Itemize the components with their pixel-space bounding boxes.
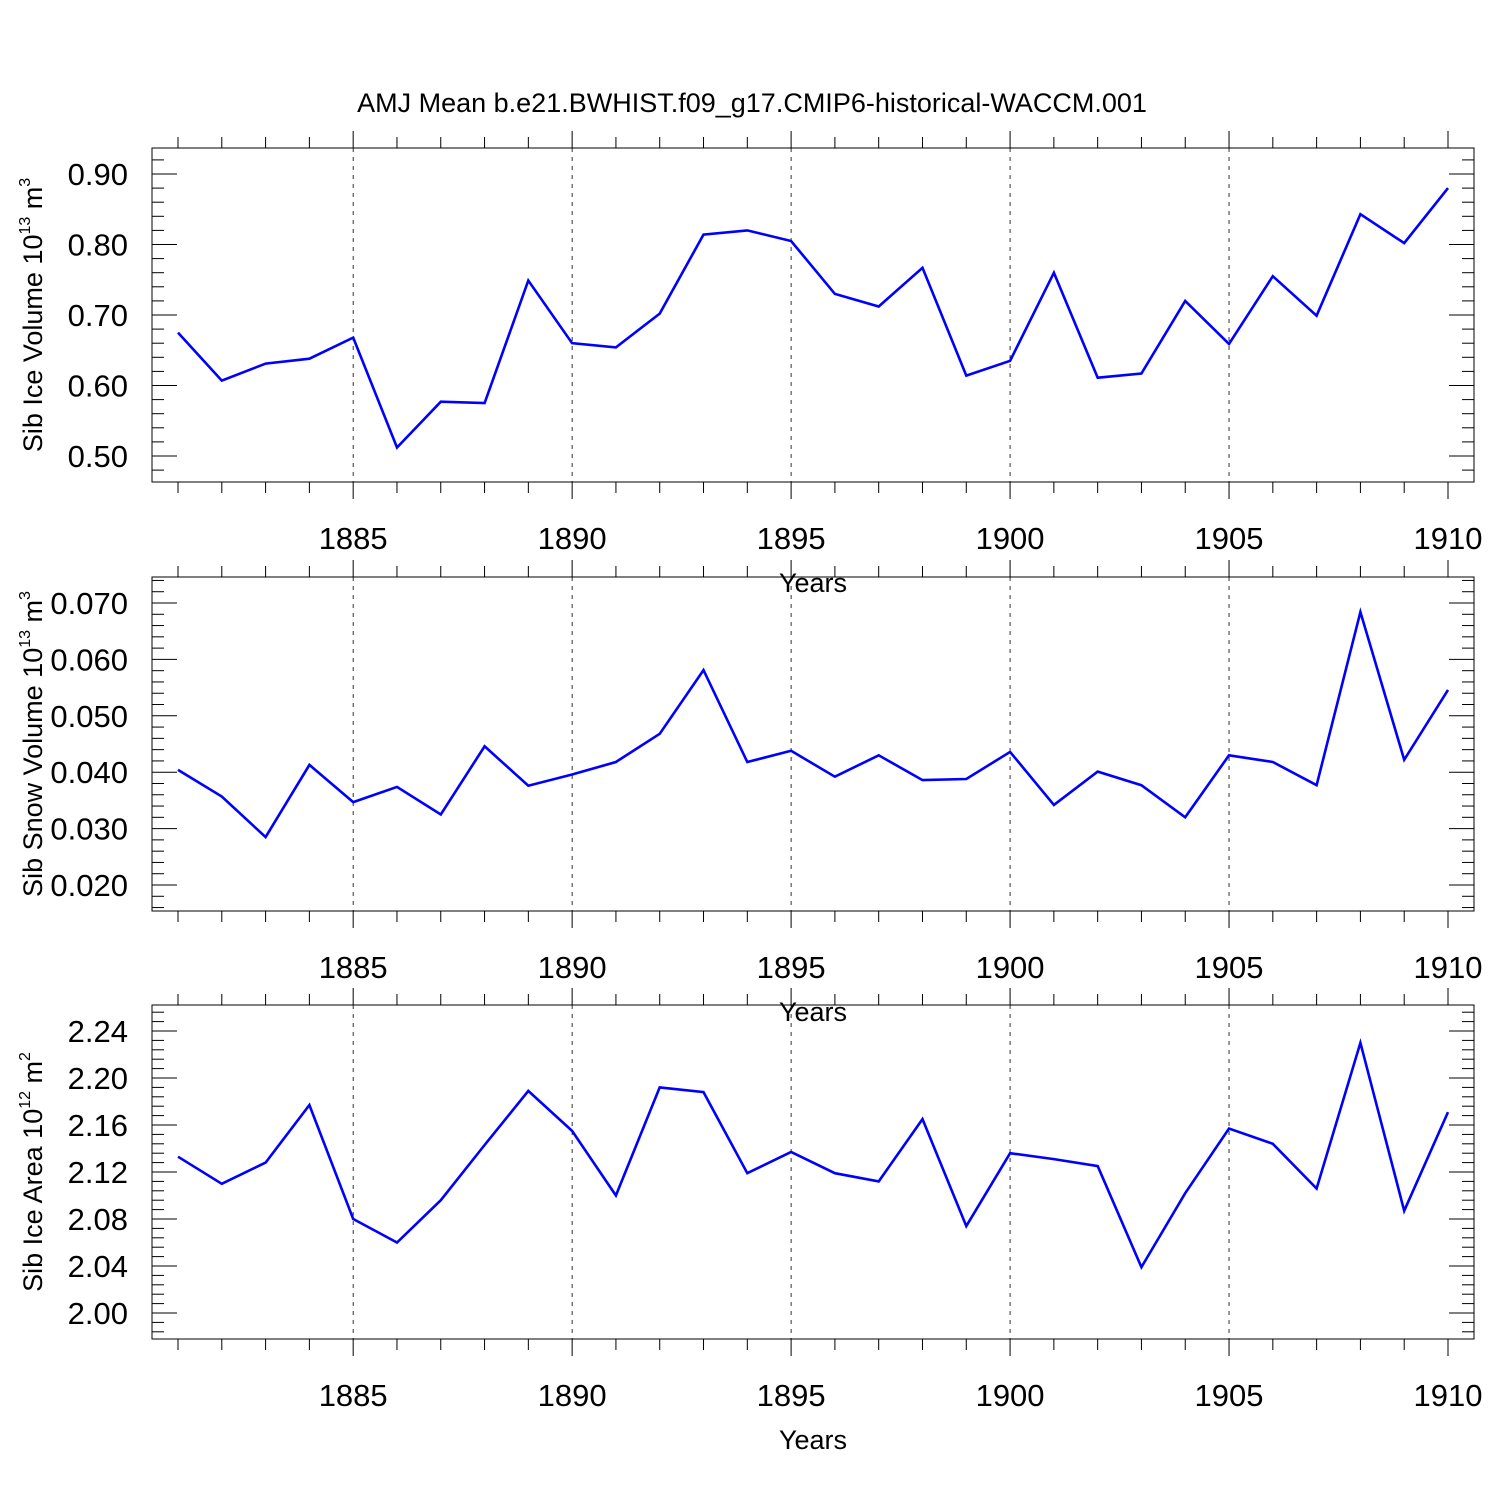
panel-3-xtick-label: 1885: [319, 1378, 388, 1413]
panel-2-ytick-label: 0.060: [50, 642, 128, 677]
panel-2-yaxis-title: Sib Snow Volume 1013 m3: [17, 591, 48, 897]
panel-3-xtick-label: 1895: [757, 1378, 826, 1413]
panel-3-frame: [151, 1004, 1475, 1340]
panel-1-series-line: [177, 187, 1450, 450]
panel-3-ytick-label: 2.12: [68, 1155, 128, 1190]
panel-2-frame: [151, 576, 1475, 912]
panel-3-xtick-label: 1905: [1195, 1378, 1264, 1413]
panel-3-ytick-label: 2.04: [68, 1249, 128, 1284]
panel-3-ytick-label: 2.16: [68, 1108, 128, 1143]
panel-2-xtick-label: 1890: [538, 950, 607, 985]
panel-3: 1885 1890 1895 1900 1905 1910 Years 2.00 2.04 2.0…: [17, 988, 1482, 1455]
panel-1-ytick-label: 0.50: [68, 439, 128, 474]
panel-1-xtick-label: 1910: [1414, 521, 1483, 556]
panel-1-xtick-label: 1895: [757, 521, 826, 556]
panel-2-ytick-label: 0.040: [50, 755, 128, 790]
panel-2-ytick-label: 0.030: [50, 812, 128, 847]
panel-1-xtick-label: 1905: [1195, 521, 1264, 556]
panel-3-xtick-label: 1900: [976, 1378, 1045, 1413]
panel-1: 1885 1890 1895 1900 1905 1910 Years 0.50 0.60 0.7…: [17, 131, 1482, 598]
panel-2-series-line: [177, 607, 1450, 840]
panel-1-xtick-label: 1900: [976, 521, 1045, 556]
panel-2-xtick-label: 1900: [976, 950, 1045, 985]
panel-2-ytick-label: 0.020: [50, 868, 128, 903]
panel-3-ytick-label: 2.24: [68, 1014, 128, 1049]
panel-2: 1885 1890 1895 1900 1905 1910 Years 0.020 0.030 0…: [17, 560, 1482, 1027]
panel-2-ytick-label: 0.050: [50, 699, 128, 734]
panel-3-xtick-label: 1890: [538, 1378, 607, 1413]
panels: 1885 1890 1895 1900 1905 1910 Years 0.50 0.60 0.7…: [17, 131, 1482, 1455]
panel-1-yaxis-title: Sib Ice Volume 1013 m3: [17, 178, 48, 452]
panel-1-xtick-label: 1890: [538, 521, 607, 556]
panel-2-xtick-label: 1895: [757, 950, 826, 985]
panel-2-xaxis-title: Years: [779, 997, 847, 1027]
panel-2-xtick-label: 1910: [1414, 950, 1483, 985]
panel-1-xaxis-title: Years: [779, 568, 847, 598]
panel-3-ytick-label: 2.08: [68, 1202, 128, 1237]
panel-1-ytick-label: 0.60: [68, 369, 128, 404]
panel-3-ytick-label: 2.00: [68, 1296, 128, 1331]
panel-3-xaxis-title: Years: [779, 1425, 847, 1455]
panel-1-frame: [151, 147, 1475, 483]
panel-1-ytick-label: 0.80: [68, 228, 128, 263]
panel-1-ytick-label: 0.90: [68, 157, 128, 192]
panel-3-ytick-label: 2.20: [68, 1061, 128, 1096]
panel-2-xtick-label: 1905: [1195, 950, 1264, 985]
panel-3-xtick-label: 1910: [1414, 1378, 1483, 1413]
panel-2-xtick-label: 1885: [319, 950, 388, 985]
panel-1-xtick-label: 1885: [319, 521, 388, 556]
figure-title: AMJ Mean b.e21.BWHIST.f09_g17.CMIP6-hist…: [357, 88, 1147, 118]
panel-3-series-line: [177, 1037, 1450, 1271]
panel-2-ytick-label: 0.070: [50, 586, 128, 621]
panel-1-ytick-label: 0.70: [68, 298, 128, 333]
panel-3-yaxis-title: Sib Ice Area 1012 m2: [17, 1052, 48, 1292]
